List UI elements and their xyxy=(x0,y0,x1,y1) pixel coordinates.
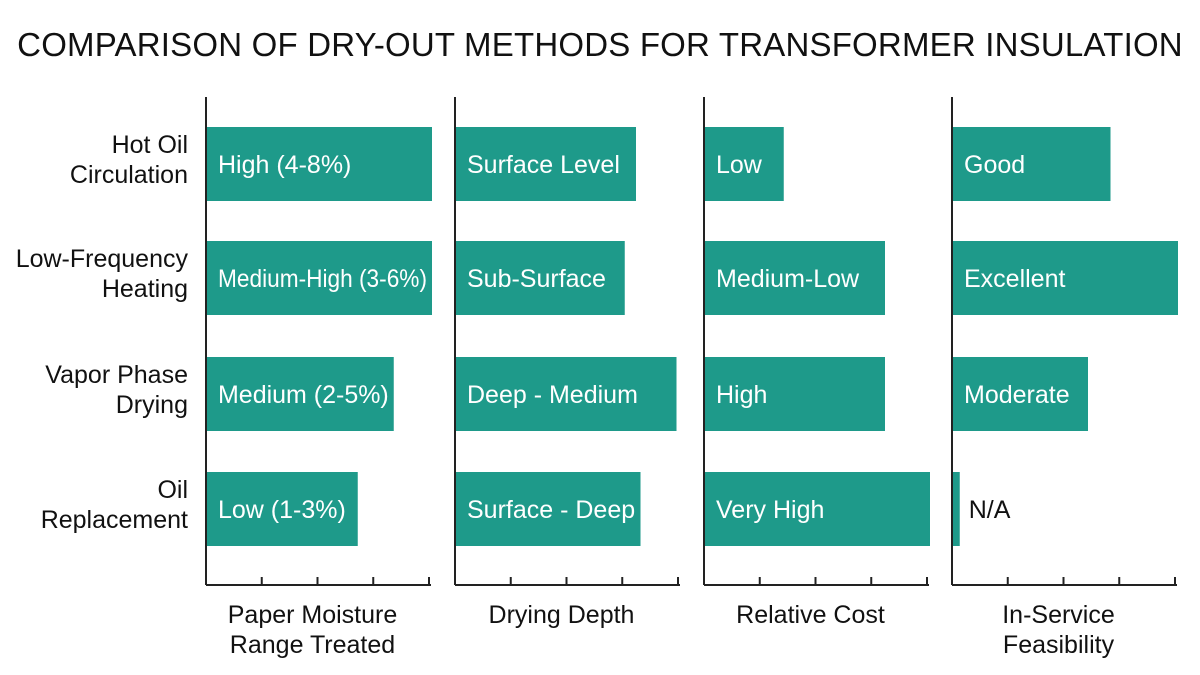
bar xyxy=(705,127,784,201)
bar xyxy=(207,357,394,431)
row-label: Low-Frequency Heating xyxy=(16,245,189,303)
panel-axis-label: Drying Depth xyxy=(489,601,635,629)
bar-value-label: Surface Level xyxy=(467,151,620,179)
row-label: Oil Replacement xyxy=(41,476,188,534)
bar-value-label: Good xyxy=(964,151,1025,179)
bar xyxy=(953,241,1178,315)
bar xyxy=(207,472,358,546)
panel-axis-label: In-Service Feasibility xyxy=(1002,601,1115,659)
bar-value-label: Medium-Low xyxy=(716,265,860,293)
bar-value-label: Sub-Surface xyxy=(467,265,606,293)
bar xyxy=(705,472,930,546)
bar-value-label: High xyxy=(716,381,767,409)
bar xyxy=(207,127,432,201)
chart-title: COMPARISON OF DRY-OUT METHODS FOR TRANSF… xyxy=(17,26,1183,63)
bar-value-label: Deep - Medium xyxy=(467,381,638,409)
bar-value-label: N/A xyxy=(969,496,1011,524)
bar xyxy=(456,241,625,315)
bar-value-label: Surface - Deep xyxy=(467,496,635,524)
row-label: Vapor Phase Drying xyxy=(45,361,188,419)
bar xyxy=(953,127,1111,201)
bar xyxy=(456,357,677,431)
bar-value-label: Very High xyxy=(716,496,824,524)
bar xyxy=(953,357,1088,431)
bar xyxy=(953,472,960,546)
bar-value-label: Low xyxy=(716,151,763,179)
panel-axis-label: Paper Moisture Range Treated xyxy=(228,601,398,659)
bar xyxy=(705,241,885,315)
bar xyxy=(456,127,636,201)
bar-value-label: Medium-High (3-6%) xyxy=(218,265,427,293)
bar-value-label: Low (1-3%) xyxy=(218,496,346,524)
panel-axis-label: Relative Cost xyxy=(736,601,885,629)
bar xyxy=(456,472,641,546)
bar-value-label: Moderate xyxy=(964,381,1070,409)
bar-value-label: Excellent xyxy=(964,265,1065,293)
row-label: Hot Oil Circulation xyxy=(70,131,188,189)
bar xyxy=(207,241,432,315)
bar xyxy=(705,357,885,431)
bar-value-label: Medium (2-5%) xyxy=(218,381,389,409)
bar-value-label: High (4-8%) xyxy=(218,151,351,179)
